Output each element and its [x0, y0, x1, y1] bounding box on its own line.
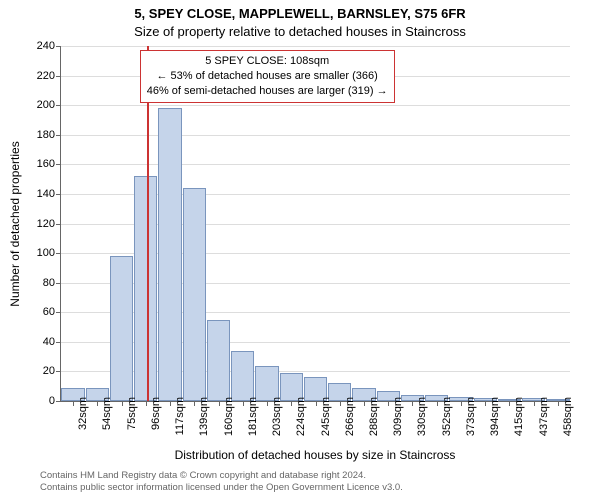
- xtick-mark: [146, 401, 147, 406]
- xtick-label: 203sqm: [271, 397, 283, 436]
- ytick-label: 220: [25, 70, 55, 82]
- callout-line1: 5 SPEY CLOSE: 108sqm: [147, 54, 388, 69]
- ytick-mark: [56, 312, 61, 313]
- histogram-bar: [231, 351, 254, 401]
- xtick-label: 96sqm: [150, 397, 162, 430]
- ytick-mark: [56, 371, 61, 372]
- xtick-label: 352sqm: [441, 397, 453, 436]
- xtick-label: 288sqm: [368, 397, 380, 436]
- xtick-label: 394sqm: [489, 397, 501, 436]
- ytick-mark: [56, 401, 61, 402]
- xtick-mark: [122, 401, 123, 406]
- gridline: [61, 164, 570, 165]
- xtick-label: 309sqm: [392, 397, 404, 436]
- xtick-label: 160sqm: [223, 397, 235, 436]
- ytick-mark: [56, 164, 61, 165]
- xtick-label: 32sqm: [77, 397, 89, 430]
- xtick-label: 181sqm: [247, 397, 259, 436]
- xtick-mark: [219, 401, 220, 406]
- ytick-mark: [56, 76, 61, 77]
- xtick-label: 224sqm: [295, 397, 307, 436]
- callout-line2: ← 53% of detached houses are smaller (36…: [147, 69, 388, 84]
- gridline: [61, 135, 570, 136]
- ytick-mark: [56, 46, 61, 47]
- xtick-mark: [73, 401, 74, 406]
- xtick-label: 458sqm: [562, 397, 574, 436]
- credits-block: Contains HM Land Registry data © Crown c…: [40, 470, 580, 494]
- x-axis-label: Distribution of detached houses by size …: [60, 448, 570, 462]
- histogram-bar: [255, 366, 278, 402]
- xtick-mark: [97, 401, 98, 406]
- xtick-label: 139sqm: [198, 397, 210, 436]
- ytick-label: 60: [25, 306, 55, 318]
- credits-line2: Contains public sector information licen…: [40, 482, 580, 494]
- xtick-mark: [340, 401, 341, 406]
- xtick-mark: [461, 401, 462, 406]
- chart-container: 5, SPEY CLOSE, MAPPLEWELL, BARNSLEY, S75…: [0, 0, 600, 500]
- xtick-label: 330sqm: [416, 397, 428, 436]
- callout-box: 5 SPEY CLOSE: 108sqm← 53% of detached ho…: [140, 50, 395, 103]
- ytick-label: 0: [25, 395, 55, 407]
- xtick-mark: [194, 401, 195, 406]
- plot-area: 02040608010012014016018020022024032sqm54…: [60, 46, 570, 402]
- ytick-mark: [56, 224, 61, 225]
- xtick-mark: [534, 401, 535, 406]
- chart-title-line2: Size of property relative to detached ho…: [0, 24, 600, 39]
- gridline: [61, 105, 570, 106]
- xtick-mark: [412, 401, 413, 406]
- histogram-bar: [158, 108, 181, 401]
- xtick-mark: [485, 401, 486, 406]
- ytick-label: 20: [25, 365, 55, 377]
- xtick-label: 266sqm: [344, 397, 356, 436]
- ytick-mark: [56, 283, 61, 284]
- callout-line3: 46% of semi-detached houses are larger (…: [147, 84, 388, 99]
- xtick-mark: [291, 401, 292, 406]
- histogram-bar: [207, 320, 230, 401]
- xtick-mark: [509, 401, 510, 406]
- ytick-mark: [56, 194, 61, 195]
- ytick-label: 140: [25, 188, 55, 200]
- ytick-mark: [56, 135, 61, 136]
- ytick-label: 80: [25, 277, 55, 289]
- xtick-label: 75sqm: [126, 397, 138, 430]
- xtick-mark: [267, 401, 268, 406]
- xtick-mark: [316, 401, 317, 406]
- xtick-mark: [170, 401, 171, 406]
- histogram-bar: [183, 188, 206, 401]
- ytick-label: 100: [25, 247, 55, 259]
- xtick-mark: [388, 401, 389, 406]
- xtick-mark: [243, 401, 244, 406]
- ytick-mark: [56, 342, 61, 343]
- xtick-label: 437sqm: [538, 397, 550, 436]
- chart-title-line1: 5, SPEY CLOSE, MAPPLEWELL, BARNSLEY, S75…: [0, 6, 600, 21]
- xtick-label: 415sqm: [513, 397, 525, 436]
- credits-line1: Contains HM Land Registry data © Crown c…: [40, 470, 580, 482]
- xtick-label: 245sqm: [320, 397, 332, 436]
- ytick-mark: [56, 253, 61, 254]
- ytick-label: 200: [25, 99, 55, 111]
- y-axis-label: Number of detached properties: [8, 46, 22, 402]
- xtick-mark: [437, 401, 438, 406]
- ytick-label: 40: [25, 336, 55, 348]
- xtick-label: 117sqm: [174, 397, 186, 435]
- xtick-label: 54sqm: [101, 397, 113, 430]
- ytick-label: 160: [25, 158, 55, 170]
- histogram-bar: [134, 176, 157, 401]
- xtick-mark: [558, 401, 559, 406]
- ytick-label: 240: [25, 40, 55, 52]
- ytick-label: 120: [25, 218, 55, 230]
- ytick-label: 180: [25, 129, 55, 141]
- ytick-mark: [56, 105, 61, 106]
- histogram-bar: [110, 256, 133, 401]
- gridline: [61, 46, 570, 47]
- xtick-mark: [364, 401, 365, 406]
- xtick-label: 373sqm: [465, 397, 477, 436]
